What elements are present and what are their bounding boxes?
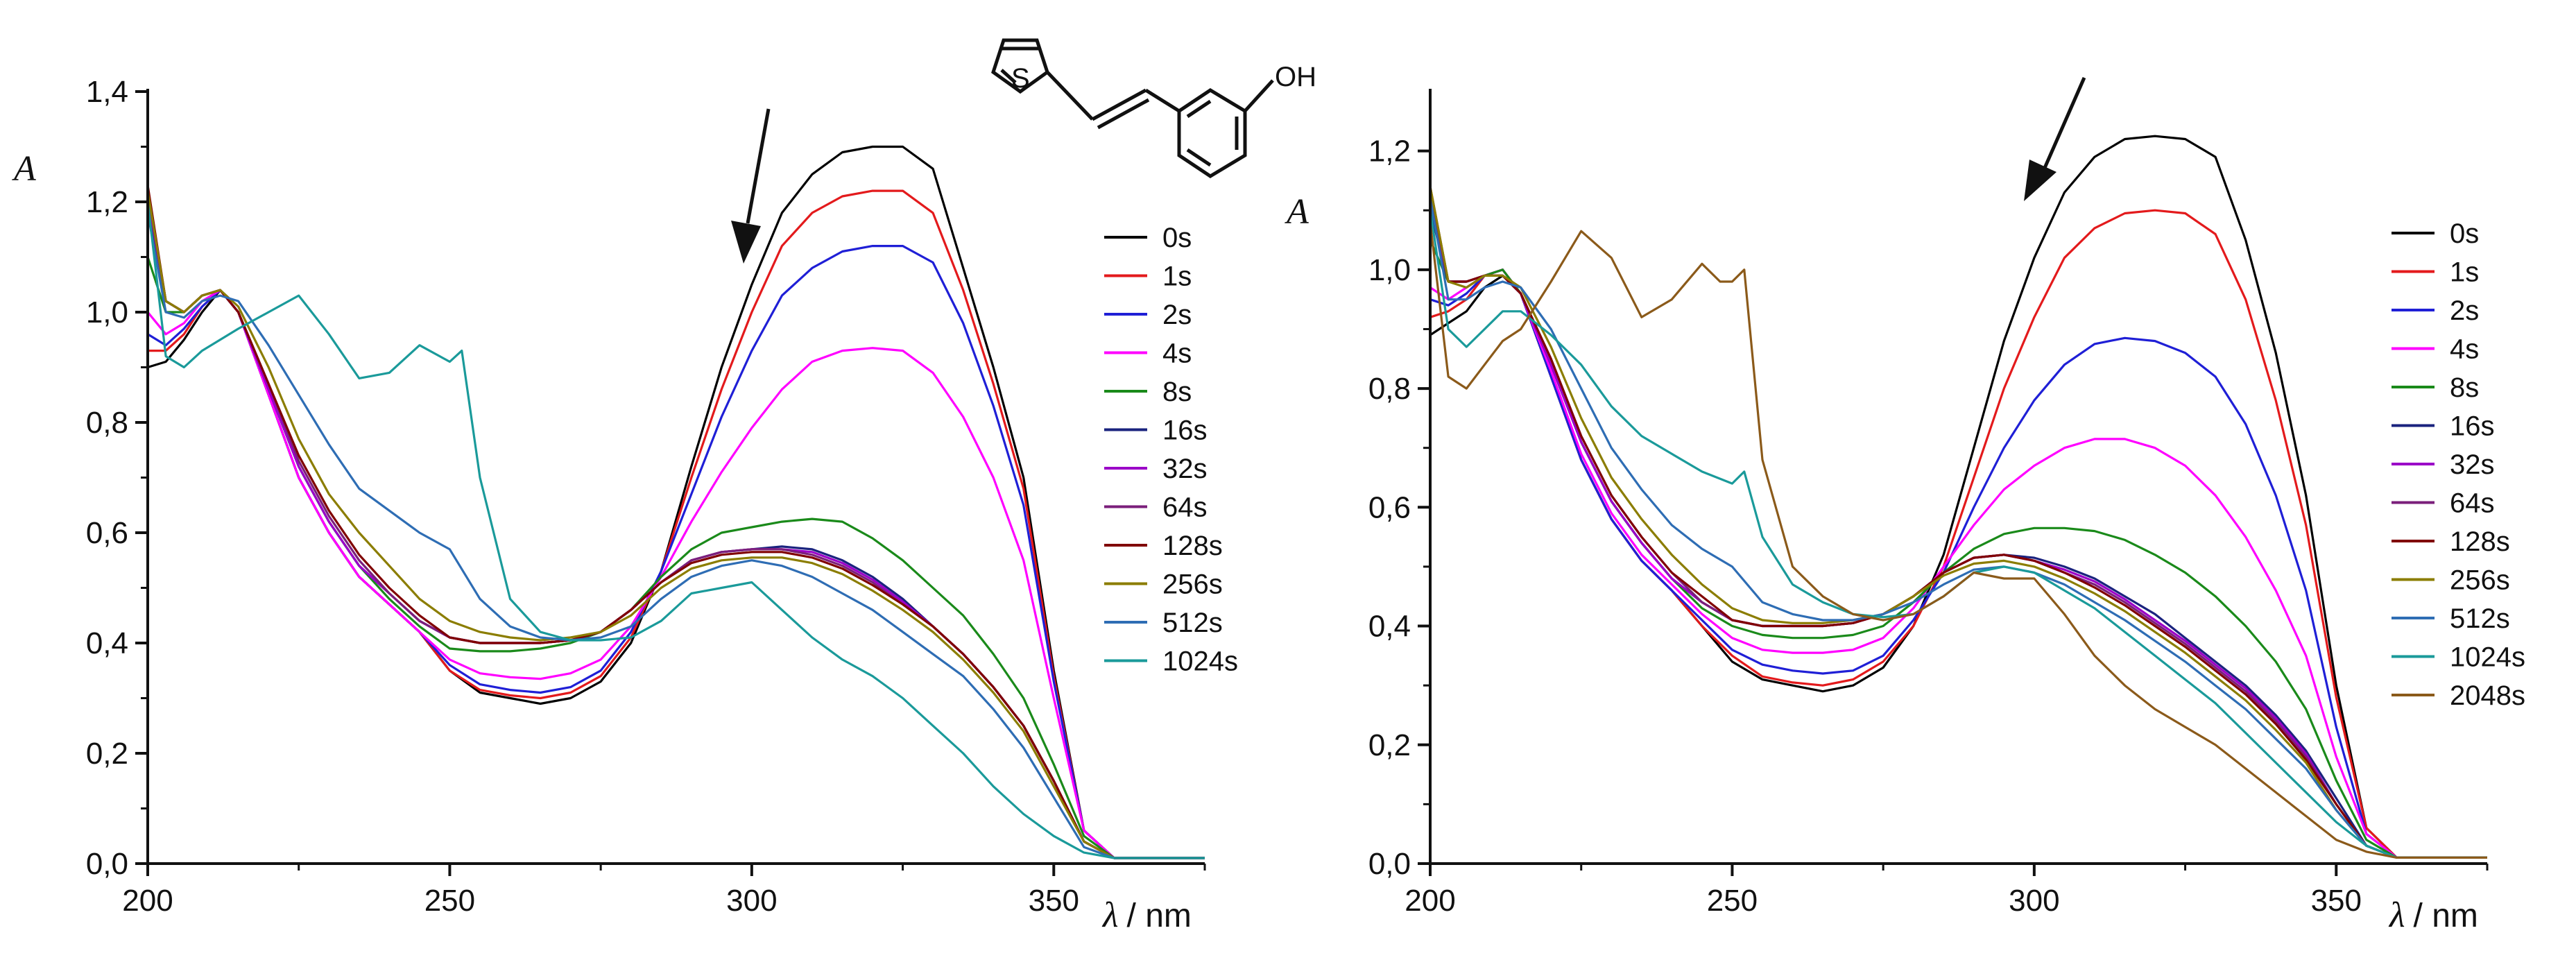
left-tick-labels: 0,0 0,2 0,4 0,6 0,8 1,0 1,2 1,4 200 250 300 350 xyxy=(86,75,1079,918)
hydroxyl-label: OH xyxy=(1275,62,1316,92)
right-ytick-label: 0,2 xyxy=(1368,728,1411,762)
right-xtick-label: 200 xyxy=(1405,884,1455,918)
right-legend-label: 2048s xyxy=(2450,680,2525,711)
right-arrow-head xyxy=(2024,160,2056,201)
left-ytick-label: 0,6 xyxy=(86,516,128,550)
left-legend-label: 8s xyxy=(1162,377,1192,407)
thiophene-double-bond-2 xyxy=(1000,69,1017,84)
left-legend-label: 512s xyxy=(1162,608,1223,638)
right-legend-label: 0s xyxy=(2450,218,2479,249)
right-ytick-label: 1,0 xyxy=(1368,253,1411,287)
right-legend-label: 8s xyxy=(2450,372,2479,403)
thiophene-sulfur-label: S xyxy=(1011,63,1030,94)
right-legend-label: 32s xyxy=(2450,449,2495,480)
left-xtick-label: 350 xyxy=(1029,884,1079,918)
vinyl-double-bond xyxy=(1097,98,1150,130)
benzene-double-3 xyxy=(1186,148,1212,167)
molecule-structure xyxy=(991,38,1274,178)
left-xtick-label: 200 xyxy=(122,884,173,918)
left-xtick-label: 300 xyxy=(726,884,777,918)
benzene-ring xyxy=(1177,88,1247,178)
right-chart: 0,0 0,2 0,4 0,6 0,8 1,0 1,2 200 250 300 350 0s 1s 2s… xyxy=(1285,76,2525,935)
thiophene-ring xyxy=(991,38,1049,94)
right-arrow-shaft xyxy=(2043,76,2086,169)
right-legend-label: 64s xyxy=(2450,488,2495,519)
right-ytick-label: 0,0 xyxy=(1368,847,1411,881)
right-xlabel-unit: / nm xyxy=(2414,898,2478,934)
left-ylabel: A xyxy=(12,149,36,189)
right-tick-labels: 0,0 0,2 0,4 0,6 0,8 1,0 1,2 200 250 300 350 xyxy=(1368,135,2362,918)
left-ytick-label: 1,0 xyxy=(86,295,128,329)
left-arrow xyxy=(731,108,771,264)
left-ytick-label: 0,2 xyxy=(86,737,128,771)
left-legend-label: 32s xyxy=(1162,454,1208,484)
left-legend-label: 4s xyxy=(1162,338,1192,369)
right-xtick-label: 300 xyxy=(2009,884,2059,918)
right-series-2048s xyxy=(1429,222,2487,859)
left-xtick-label: 250 xyxy=(424,884,475,918)
left-ytick-label: 1,2 xyxy=(86,185,128,219)
right-legend: 0s 1s 2s 4s 8s 16s 32s 64s 128s 256s 512s 1024s 2048… xyxy=(2392,218,2525,711)
left-legend-label: 1024s xyxy=(1162,646,1238,677)
left-ytick-label: 1,4 xyxy=(86,75,128,109)
left-arrow-shaft xyxy=(746,108,771,224)
right-ytick-label: 1,2 xyxy=(1368,135,1411,169)
left-xlabel: λ / nm xyxy=(1101,895,1192,935)
hydroxyl-bond xyxy=(1244,79,1274,112)
right-xtick-label: 250 xyxy=(1707,884,1758,918)
right-series-128s xyxy=(1429,186,2487,859)
right-legend-label: 1s xyxy=(2450,257,2479,288)
right-legend-label: 1024s xyxy=(2450,642,2525,673)
left-series-256s xyxy=(146,190,1205,859)
left-legend-label: 128s xyxy=(1162,531,1223,561)
left-xlabel-symbol: λ xyxy=(1101,895,1119,935)
left-series-layer xyxy=(146,145,1205,859)
left-ytick-label: 0,8 xyxy=(86,406,128,440)
right-series-1024s xyxy=(1429,209,2487,859)
right-legend-label: 4s xyxy=(2450,334,2479,365)
right-axes xyxy=(1418,89,2489,876)
left-axes xyxy=(135,89,1206,876)
left-series-512s xyxy=(146,212,1205,859)
left-legend-label: 16s xyxy=(1162,415,1208,446)
left-ytick-label: 0,4 xyxy=(86,626,128,660)
vinyl-bond-2 xyxy=(1091,88,1147,121)
right-xlabel: λ / nm xyxy=(2388,895,2478,935)
right-ytick-label: 0,6 xyxy=(1368,490,1411,524)
right-ytick-label: 0,8 xyxy=(1368,372,1411,406)
left-series-1024s xyxy=(146,201,1205,859)
left-series-128s xyxy=(146,185,1205,859)
left-arrow-head xyxy=(731,221,761,264)
right-ytick-label: 0,4 xyxy=(1368,610,1411,644)
left-legend-label: 64s xyxy=(1162,492,1208,523)
right-legend-label: 128s xyxy=(2450,526,2510,557)
right-xtick-label: 350 xyxy=(2311,884,2362,918)
left-legend-label: 0s xyxy=(1162,223,1192,253)
left-chart: 0,0 0,2 0,4 0,6 0,8 1,0 1,2 1,4 200 250 300 350 0s 1… xyxy=(12,75,1238,935)
right-ylabel: A xyxy=(1285,192,1309,232)
left-ytick-label: 0,0 xyxy=(86,847,128,881)
vinyl-bond-1 xyxy=(1046,71,1094,121)
right-xlabel-symbol: λ xyxy=(2388,895,2405,935)
right-series-256s xyxy=(1429,186,2487,859)
right-legend-label: 16s xyxy=(2450,411,2495,442)
benzene-double-1 xyxy=(1186,99,1212,119)
right-legend-label: 512s xyxy=(2450,603,2510,634)
left-xlabel-unit: / nm xyxy=(1127,898,1192,934)
left-legend-label: 2s xyxy=(1162,300,1192,330)
right-series-2s xyxy=(1429,268,2487,859)
left-legend: 0s 1s 2s 4s 8s 16s 32s 64s 128s 256s 512s 1024s xyxy=(1104,223,1238,677)
right-legend-label: 2s xyxy=(2450,295,2479,326)
left-legend-label: 1s xyxy=(1162,262,1192,292)
right-arrow xyxy=(2024,76,2086,201)
left-legend-label: 256s xyxy=(1162,569,1223,600)
right-series-layer xyxy=(1429,135,2487,859)
right-legend-label: 256s xyxy=(2450,565,2510,596)
aryl-link xyxy=(1144,88,1180,113)
